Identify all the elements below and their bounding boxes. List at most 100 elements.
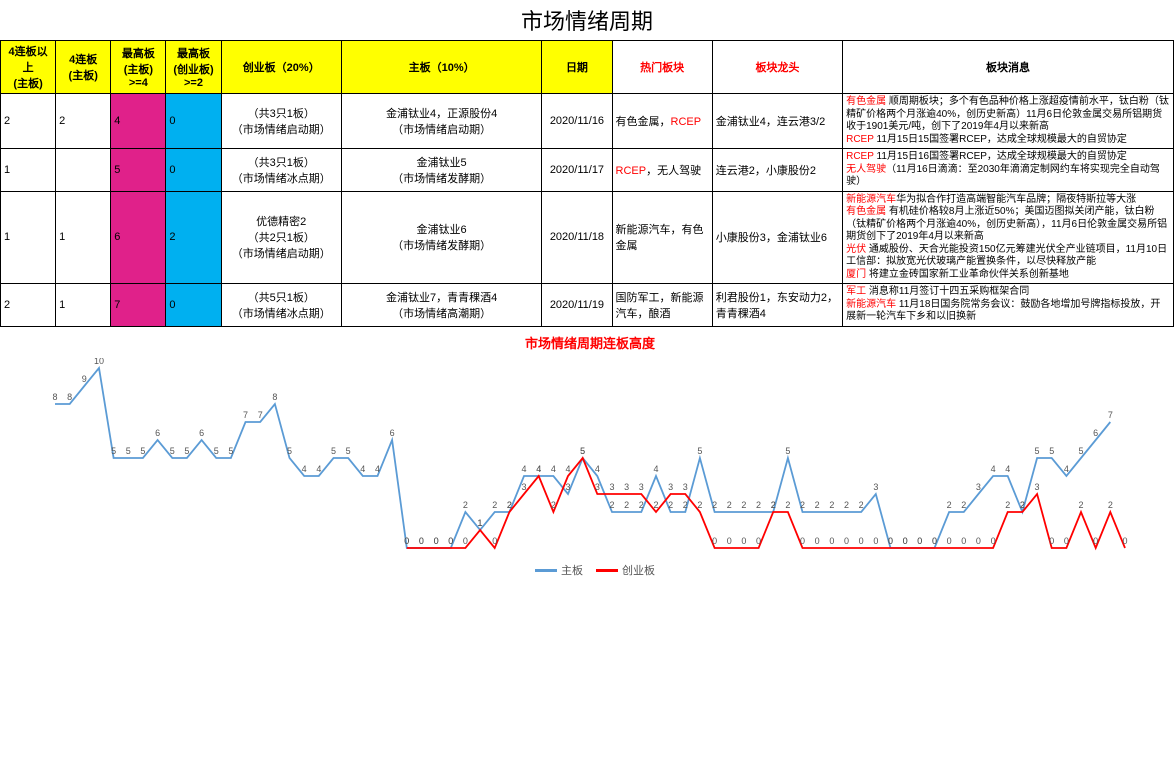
chart-point-label: 2: [683, 500, 688, 510]
chart-point-label: 5: [346, 446, 351, 456]
page-title: 市场情绪周期: [0, 0, 1174, 40]
table-cell: 4: [111, 94, 166, 149]
chart-point-label: 0: [932, 536, 937, 546]
chart-line-line2: [407, 458, 1125, 548]
chart-point-label: 2: [727, 500, 732, 510]
hot-sector-cell: 有色金属，RCEP: [612, 94, 712, 149]
chart-point-label: 0: [434, 536, 439, 546]
chart-point-label: 0: [712, 536, 717, 546]
chart-point-label: 0: [873, 536, 878, 546]
chart-point-label: 0: [991, 536, 996, 546]
chart-point-label: 0: [1093, 536, 1098, 546]
chart-point-label: 4: [536, 464, 541, 474]
news-cell: 军工 消息称11月签订十四五采购框架合同新能源汽车 11月18日国务院常务会议：…: [843, 284, 1174, 327]
chart-point-label: 5: [287, 446, 292, 456]
table-cell: （共3只1板）（市场情绪启动期）: [221, 94, 341, 149]
table-cell: 1: [56, 284, 111, 327]
chart-point-label: 3: [624, 482, 629, 492]
table-cell: （共5只1板）（市场情绪冰点期）: [221, 284, 341, 327]
chart-point-label: 8: [52, 392, 57, 402]
column-header: 最高板(创业板)>=2: [166, 41, 221, 94]
chart-point-label: 0: [800, 536, 805, 546]
chart-point-label: 3: [595, 482, 600, 492]
chart-point-label: 0: [419, 536, 424, 546]
table-row: 1162优德精密2（共2只1板）（市场情绪启动期）金浦钛业6（市场情绪发酵期）2…: [1, 191, 1174, 284]
chart-point-label: 4: [991, 464, 996, 474]
news-cell: RCEP 11月15日16国签署RCEP，达成全球规模最大的自贸协定无人驾驶（1…: [843, 149, 1174, 192]
table-cell: 0: [166, 284, 221, 327]
chart-point-label: 0: [463, 536, 468, 546]
table-cell: 0: [166, 94, 221, 149]
chart-point-label: 3: [668, 482, 673, 492]
chart-point-label: 2: [697, 500, 702, 510]
news-cell: 新能源汽车华为拟合作打造高端智能汽车品牌；隔夜特斯拉等大涨有色金属 有机硅价格较…: [843, 191, 1174, 284]
chart-point-label: 4: [302, 464, 307, 474]
chart-point-label: 0: [1122, 536, 1127, 546]
chart-point-label: 0: [492, 536, 497, 546]
chart-point-label: 5: [331, 446, 336, 456]
table-cell: 2020/11/17: [542, 149, 612, 192]
chart-point-label: 0: [917, 536, 922, 546]
table-cell: 连云港2，小康股份2: [712, 149, 842, 192]
chart-point-label: 5: [126, 446, 131, 456]
chart-point-label: 2: [492, 500, 497, 510]
column-header: 主板（10%）: [341, 41, 542, 94]
chart-point-label: 3: [566, 482, 571, 492]
table-cell: 金浦钛业4，正源股份4（市场情绪启动期）: [341, 94, 542, 149]
chart-title: 市场情绪周期连板高度: [40, 327, 1140, 358]
table-row: 2170（共5只1板）（市场情绪冰点期）金浦钛业7，青青稞酒4（市场情绪高潮期）…: [1, 284, 1174, 327]
chart-point-label: 6: [199, 428, 204, 438]
column-header: 板块龙头: [712, 41, 842, 94]
chart-point-label: 7: [258, 410, 263, 420]
hot-sector-cell: 新能源汽车，有色金属: [612, 191, 712, 284]
table-cell: 6: [111, 191, 166, 284]
chart-point-label: 0: [844, 536, 849, 546]
chart-point-label: 2: [947, 500, 952, 510]
chart-point-label: 0: [961, 536, 966, 546]
table-header-row: 4连板以上(主板)4连板(主板)最高板(主板)>=4最高板(创业板)>=2创业板…: [1, 41, 1174, 94]
chart-point-label: 0: [859, 536, 864, 546]
table-cell: 2020/11/16: [542, 94, 612, 149]
chart-point-label: 8: [272, 392, 277, 402]
chart-point-label: 2: [712, 500, 717, 510]
chart-point-label: 4: [595, 464, 600, 474]
chart-point-label: 0: [448, 536, 453, 546]
chart-point-label: 4: [566, 464, 571, 474]
chart-point-label: 2: [1079, 500, 1084, 510]
column-header: 热门板块: [612, 41, 712, 94]
chart-point-label: 4: [360, 464, 365, 474]
chart-point-label: 5: [785, 446, 790, 456]
chart-point-label: 2: [756, 500, 761, 510]
chart-point-label: 7: [1108, 410, 1113, 420]
chart-point-label: 0: [947, 536, 952, 546]
chart-point-label: 2: [624, 500, 629, 510]
column-header: 创业板（20%）: [221, 41, 341, 94]
table-cell: 金浦钛业6（市场情绪发酵期）: [341, 191, 542, 284]
chart-point-label: 10: [94, 358, 104, 366]
chart-point-label: 5: [184, 446, 189, 456]
chart-point-label: 6: [390, 428, 395, 438]
chart-point-label: 2: [668, 500, 673, 510]
chart-point-label: 4: [522, 464, 527, 474]
chart-point-label: 1: [478, 518, 483, 528]
chart-point-label: 2: [609, 500, 614, 510]
chart-container: 市场情绪周期连板高度 88910555655655778544554460000…: [40, 327, 1140, 582]
table-cell: 优德精密2（共2只1板）（市场情绪启动期）: [221, 191, 341, 284]
chart-point-label: 5: [580, 446, 585, 456]
sentiment-table: 4连板以上(主板)4连板(主板)最高板(主板)>=4最高板(创业板)>=2创业板…: [0, 40, 1174, 327]
table-cell: 2020/11/18: [542, 191, 612, 284]
chart-point-label: 5: [111, 446, 116, 456]
table-cell: 2: [166, 191, 221, 284]
chart-point-label: 3: [1035, 482, 1040, 492]
news-cell: 有色金属 顺周期板块；多个有色品种价格上涨超疫情前水平，钛白粉（钛精矿价格两个月…: [843, 94, 1174, 149]
chart-point-label: 0: [888, 536, 893, 546]
chart-point-label: 2: [829, 500, 834, 510]
chart-point-label: 4: [551, 464, 556, 474]
chart-point-label: 2: [844, 500, 849, 510]
table-cell: 金浦钛业4，连云港3/2: [712, 94, 842, 149]
table-cell: 0: [166, 149, 221, 192]
table-cell: 利君股份1，东安动力2，青青稞酒4: [712, 284, 842, 327]
chart-legend: 主板 创业板: [40, 558, 1140, 582]
chart-point-label: 4: [653, 464, 658, 474]
column-header: 4连板以上(主板): [1, 41, 56, 94]
